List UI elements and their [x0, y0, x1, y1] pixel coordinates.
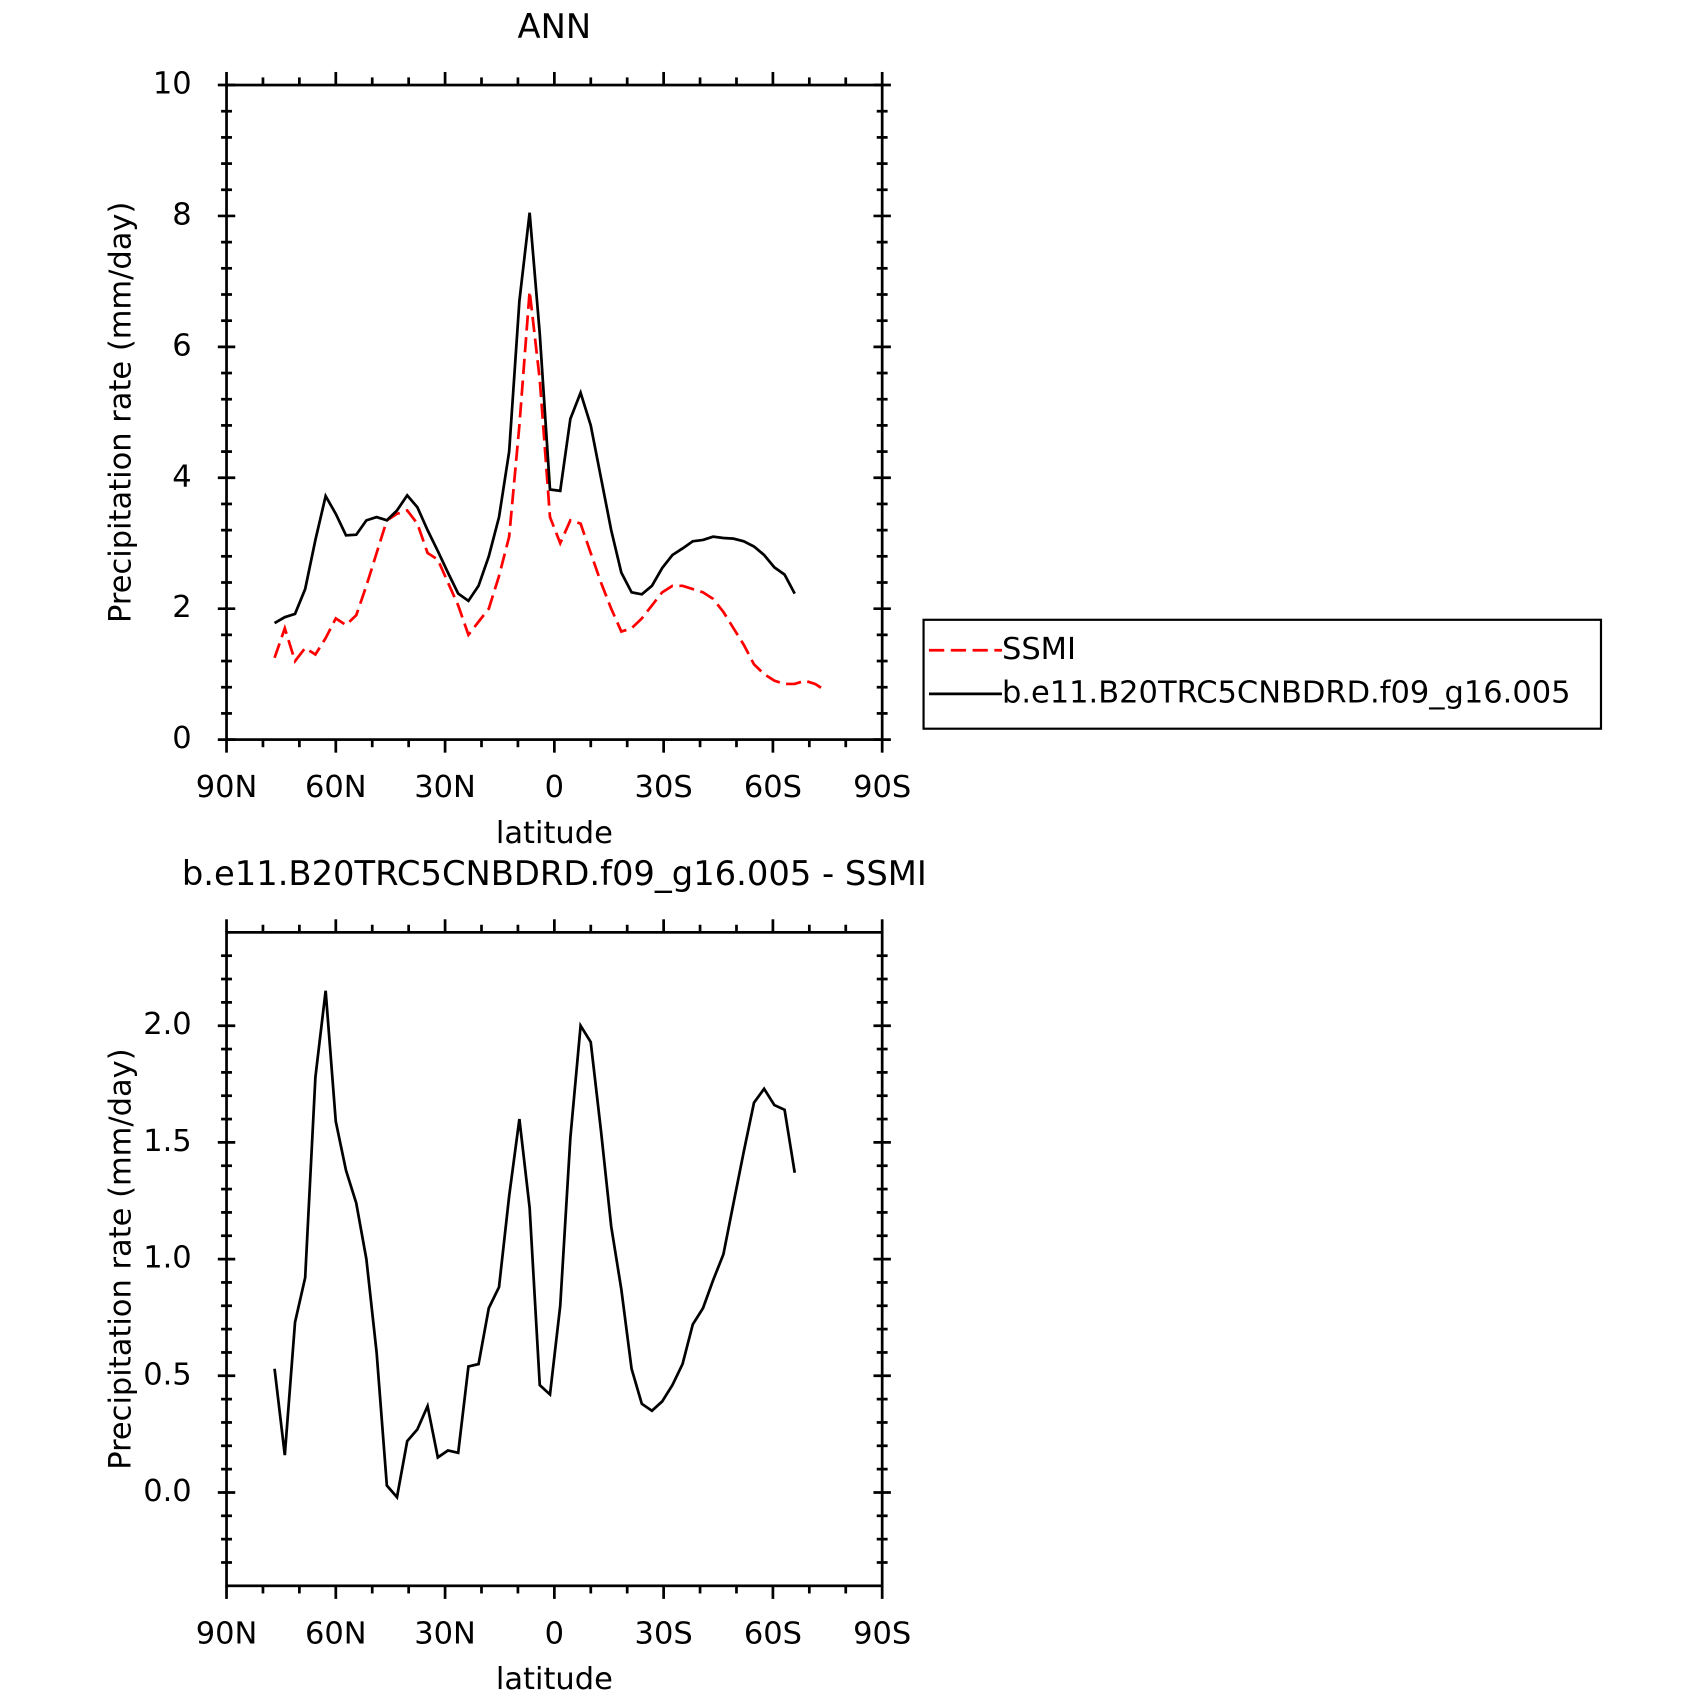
x-axis-label: latitude [496, 816, 613, 851]
y-axis-label: Precipitation rate (mm/day) [103, 202, 138, 623]
legend-label: b.e11.B20TRC5CNBDRD.f09_g16.005 [1002, 675, 1571, 710]
legend-label: SSMI [1002, 632, 1076, 667]
legend-box [922, 618, 1603, 730]
y-tick-label: 2.0 [143, 1007, 191, 1042]
x-tick-label: 90S [853, 1616, 911, 1651]
y-tick-label: 4 [172, 459, 191, 494]
y-tick-label: 2 [172, 590, 191, 625]
y-tick-label: 0 [172, 721, 191, 756]
x-tick-label: 30S [635, 1616, 693, 1651]
y-tick-label: 8 [172, 197, 191, 232]
x-tick-label: 60N [305, 770, 367, 805]
data-line [273, 291, 827, 692]
chart-title: b.e11.B20TRC5CNBDRD.f09_g16.005 - SSMI [182, 854, 927, 893]
x-tick-label: 60S [744, 1616, 802, 1651]
x-tick-label: 90S [853, 770, 911, 805]
x-tick-label: 30S [635, 770, 693, 805]
plot-frame [225, 930, 884, 1588]
y-tick-label: 1.0 [143, 1241, 191, 1276]
y-tick-label: 0.0 [143, 1474, 191, 1509]
data-line [273, 212, 796, 625]
y-axis-label: Precipitation rate (mm/day) [103, 1048, 138, 1469]
x-axis-label: latitude [496, 1662, 613, 1697]
y-tick-label: 0.5 [143, 1357, 191, 1392]
x-tick-label: 0 [545, 770, 564, 805]
x-tick-label: 90N [196, 770, 258, 805]
x-tick-label: 0 [545, 1616, 564, 1651]
y-tick-label: 6 [172, 328, 191, 363]
x-tick-label: 90N [196, 1616, 258, 1651]
x-tick-label: 30N [414, 770, 476, 805]
x-tick-label: 60S [744, 770, 802, 805]
x-tick-label: 30N [414, 1616, 476, 1651]
data-line [273, 990, 797, 1501]
chart-title: ANN [518, 7, 592, 46]
x-tick-label: 60N [305, 1616, 367, 1651]
y-tick-label: 10 [153, 67, 192, 102]
y-tick-label: 1.5 [143, 1124, 191, 1159]
